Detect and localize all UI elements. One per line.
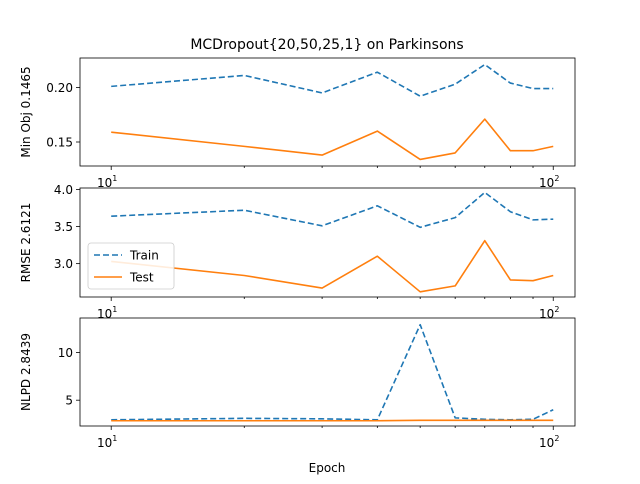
y-tick-label: 5 bbox=[65, 394, 73, 408]
y-tick-label: 3.0 bbox=[54, 257, 73, 271]
series-line-test bbox=[111, 241, 553, 292]
chart-title: MCDropout{20,50,25,1} on Parkinsons bbox=[190, 37, 463, 53]
y-tick-label: 3.5 bbox=[54, 220, 73, 234]
x-tick-label: 102 bbox=[539, 434, 559, 450]
legend: Train Test bbox=[88, 243, 174, 289]
x-tick-label: 102 bbox=[539, 305, 559, 321]
x-axis-label: Epoch bbox=[309, 461, 346, 475]
y-axis-label: NLPD 2.8439 bbox=[19, 333, 33, 411]
legend-label-train: Train bbox=[129, 249, 159, 263]
plot-frame bbox=[80, 58, 575, 166]
legend-label-test: Test bbox=[129, 271, 154, 285]
plot-frame bbox=[80, 318, 575, 426]
y-axis-label: RMSE 2.6121 bbox=[19, 203, 33, 283]
y-tick-label: 4.0 bbox=[54, 183, 73, 197]
y-tick-label: 0.20 bbox=[46, 81, 73, 95]
series-line-test bbox=[111, 119, 553, 159]
subplot-panels: 101 102 0.15 0.20 Min Obj 0.1465 101 102 3.0 3.5… bbox=[19, 58, 575, 450]
x-tick-label: 101 bbox=[97, 305, 117, 321]
y-tick-label: 0.15 bbox=[46, 136, 73, 150]
subplot-2: 101 102 3.0 3.5 4.0 RMSE 2.6121 Train Test bbox=[19, 183, 575, 321]
series-line-train bbox=[111, 325, 553, 420]
y-axis-label: Min Obj 0.1465 bbox=[19, 66, 33, 157]
subplot-3: 101 102 5 10 NLPD 2.8439 bbox=[19, 318, 575, 450]
series-line-train bbox=[111, 65, 553, 97]
series-line-train bbox=[111, 192, 553, 227]
y-tick-label: 10 bbox=[58, 346, 73, 360]
x-tick-label: 101 bbox=[97, 434, 117, 450]
